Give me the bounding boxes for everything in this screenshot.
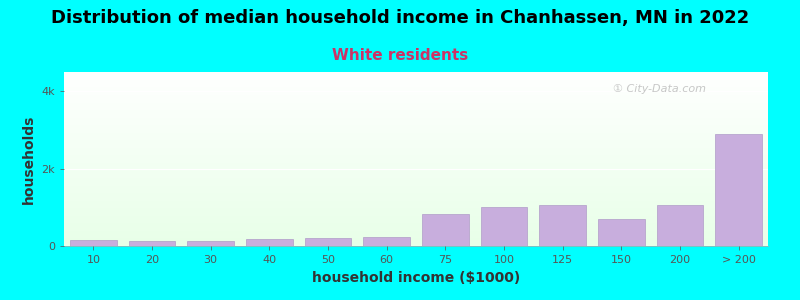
Text: White residents: White residents — [332, 48, 468, 63]
Bar — [422, 214, 469, 246]
Bar — [598, 219, 645, 246]
Bar — [715, 134, 762, 246]
Bar — [363, 237, 410, 246]
Bar — [305, 238, 351, 246]
Bar — [70, 240, 117, 246]
Bar — [246, 239, 293, 246]
Bar — [657, 206, 703, 246]
Bar — [129, 242, 175, 246]
Bar — [539, 205, 586, 246]
X-axis label: household income ($1000): household income ($1000) — [312, 271, 520, 285]
Bar — [481, 207, 527, 246]
Y-axis label: households: households — [22, 114, 36, 204]
Bar — [187, 242, 234, 246]
Text: Distribution of median household income in Chanhassen, MN in 2022: Distribution of median household income … — [51, 9, 749, 27]
Text: ① City-Data.com: ① City-Data.com — [613, 84, 706, 94]
